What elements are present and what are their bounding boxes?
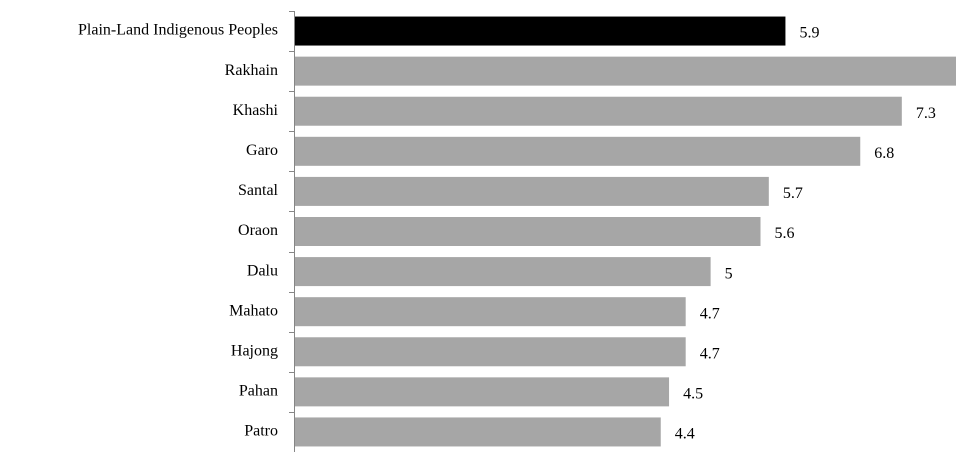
- bar-hajong: [295, 337, 686, 367]
- y-axis-group: [289, 11, 295, 453]
- bars-group: [295, 16, 956, 447]
- value-label: 5.6: [775, 225, 795, 242]
- category-labels-group: Plain-Land Indigenous Peoples Rakhain Khas…: [78, 22, 279, 440]
- category-label: Hajong: [231, 342, 278, 359]
- value-label: 6.8: [874, 145, 894, 162]
- value-label: 4.7: [700, 345, 720, 362]
- value-labels-group: 5.987.36.85.75.654.74.74.54.4: [675, 25, 936, 443]
- bar-mahato: [295, 297, 686, 327]
- category-label: Garo: [246, 142, 278, 159]
- value-label: 4.4: [675, 426, 695, 443]
- value-label: 5.9: [799, 25, 819, 42]
- bar-patro: [295, 417, 661, 447]
- category-label: Mahato: [229, 302, 278, 319]
- category-label: Plain-Land Indigenous Peoples: [78, 22, 278, 39]
- category-label: Dalu: [247, 262, 278, 279]
- bar-oraon: [295, 217, 761, 246]
- value-label: 5.7: [783, 185, 803, 202]
- category-label: Khashi: [233, 102, 279, 119]
- value-label: 4.7: [700, 305, 720, 322]
- bar-rakhain: [295, 56, 956, 86]
- bar-dalu: [295, 257, 711, 287]
- category-label: Rakhain: [225, 62, 278, 79]
- value-label: 4.5: [683, 386, 703, 403]
- bar-santal: [295, 176, 769, 206]
- bar-plain-land-indigenous-peoples: [295, 16, 786, 46]
- value-label: 7.3: [916, 105, 936, 122]
- category-label: Pahan: [239, 383, 278, 400]
- bar-pahan: [295, 377, 670, 407]
- category-label: Santal: [238, 182, 279, 199]
- bar-khashi: [295, 96, 902, 126]
- category-label: Patro: [244, 423, 278, 440]
- category-label: Oraon: [238, 222, 278, 239]
- bar-garo: [295, 136, 861, 166]
- value-label: 5: [725, 265, 733, 282]
